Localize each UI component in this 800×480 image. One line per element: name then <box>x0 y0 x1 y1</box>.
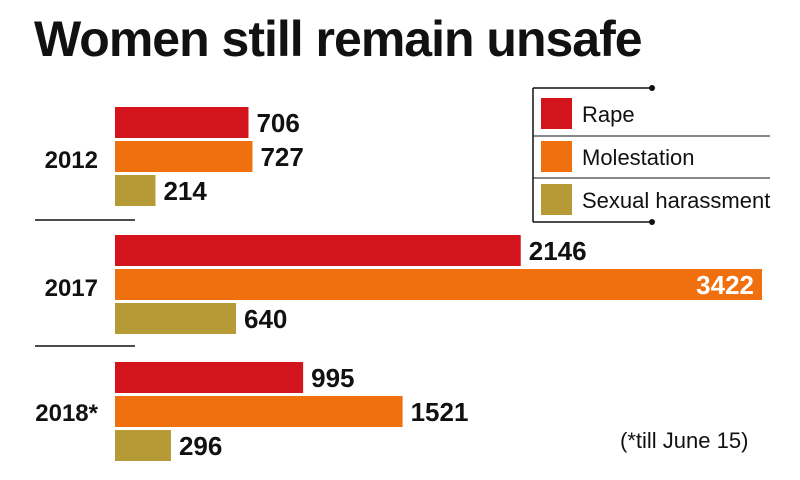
legend-top-dot <box>649 85 655 91</box>
legend-label-molestation: Molestation <box>582 145 695 170</box>
value-label-2017-rape: 2146 <box>529 236 587 266</box>
bar-2018-rape <box>115 362 304 393</box>
bar-2012-rape <box>115 107 249 138</box>
bar-2012-sexual-harassment <box>115 175 156 206</box>
legend-bottom-dot <box>649 219 655 225</box>
value-label-2012-sexual-harassment: 214 <box>163 176 207 206</box>
bar-2017-rape <box>115 235 521 266</box>
value-label-2017-sexual-harassment: 640 <box>244 304 287 334</box>
legend-label-rape: Rape <box>582 102 635 127</box>
value-label-2018-rape: 995 <box>311 363 354 393</box>
value-label-2017-molestation: 3422 <box>696 270 754 300</box>
bar-2018-sexual-harassment <box>115 430 171 461</box>
year-label-2017: 2017 <box>45 275 98 302</box>
bars-group: 2012 706 727 214 2017 2146 3422 640 2018* 995 1521… <box>35 107 762 461</box>
bar-2017-molestation <box>115 269 762 300</box>
chart-title: Women still remain unsafe <box>34 11 643 67</box>
legend-swatch-rape <box>541 98 572 129</box>
bar-2012-molestation <box>115 141 253 172</box>
value-label-2012-rape: 706 <box>256 108 299 138</box>
bar-2018-molestation <box>115 396 403 427</box>
legend: Rape Molestation Sexual harassment <box>532 85 770 225</box>
value-label-2018-sexual-harassment: 296 <box>179 431 222 461</box>
value-label-2018-molestation: 1521 <box>411 397 469 427</box>
year-label-2012: 2012 <box>45 147 98 174</box>
year-label-2018: 2018* <box>35 400 98 427</box>
bar-2017-sexual-harassment <box>115 303 237 334</box>
legend-swatch-sexual-harassment <box>541 184 572 215</box>
value-label-2012-molestation: 727 <box>260 142 303 172</box>
legend-swatch-molestation <box>541 141 572 172</box>
group-separators <box>35 219 135 347</box>
legend-label-sexual-harassment: Sexual harassment <box>582 188 770 213</box>
footnote: (*till June 15) <box>620 428 748 453</box>
